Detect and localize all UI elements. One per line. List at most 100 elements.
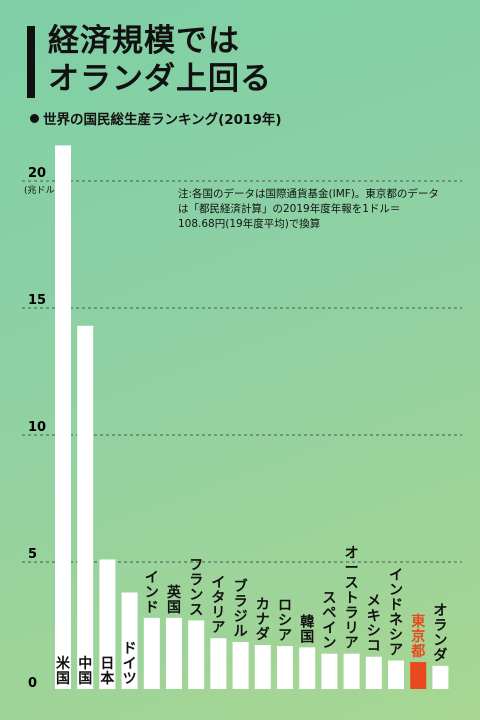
bar-label-13-char-4: ン — [322, 636, 336, 652]
bar-label-1-char-1: 米 — [56, 655, 71, 672]
bar-label-6-char-2: 国 — [167, 600, 181, 616]
bar-label-5-char-2: ン — [145, 585, 159, 601]
title-accent-bar — [27, 26, 35, 98]
bar-label-11-char-2: シ — [278, 613, 292, 629]
bar-label-7-char-1: フ — [189, 557, 203, 573]
bar-12 — [299, 647, 316, 689]
bar-label-14-char-1: オ — [345, 546, 359, 562]
bar-label-7-char-3: ン — [189, 587, 203, 603]
subtitle-text: 世界の国民総生産ランキング(2019年) — [43, 112, 282, 128]
bar-label-14-char-5: ラ — [345, 606, 359, 622]
bar-label-8-char-1: イ — [211, 575, 225, 591]
bar-label-18-char-4: ダ — [433, 647, 447, 664]
bar-4 — [121, 592, 138, 689]
bar-label-9-char-3: ジ — [234, 609, 248, 625]
chart-subtitle: 世界の国民総生産ランキング(2019年) — [30, 108, 282, 128]
bar-label-18-char-2: ラ — [433, 618, 447, 634]
bar-label-16-char-6: ア — [389, 643, 403, 659]
bar-2 — [77, 325, 94, 689]
y-tick-labels: 0 5 10 15 20 — [28, 166, 46, 691]
bar-label-4-char-1: ド — [123, 641, 137, 657]
bar-6 — [166, 617, 182, 689]
bar-label-18-char-1: オ — [433, 603, 447, 619]
bar-label-8-char-2: タ — [211, 590, 225, 606]
bar-17 — [410, 662, 427, 689]
bar-18 — [432, 665, 449, 689]
bar-label-2-char-2: 国 — [78, 671, 92, 687]
chart-title: 経済規模では オランダ上回る — [48, 22, 272, 98]
bar-16 — [388, 660, 404, 689]
bar-label-4-char-3: ツ — [123, 671, 137, 687]
bar-label-5-char-3: ド — [145, 600, 159, 616]
bar-label-13-char-2: ペ — [322, 606, 336, 622]
bar-label-11-char-1: ロ — [278, 598, 292, 614]
bar-8 — [210, 638, 227, 689]
bar-label-12-char-2: 国 — [300, 629, 314, 645]
bars — [55, 145, 449, 689]
bar-label-10-char-1: カ — [256, 597, 270, 613]
bar-label-3-char-2: 本 — [100, 670, 115, 687]
bar-label-16-char-5: シ — [389, 628, 403, 644]
bar-label-9-char-4: ル — [234, 624, 248, 640]
bar-label-15-char-3: シ — [367, 624, 381, 640]
bar-label-13-char-1: ス — [322, 591, 336, 607]
bar-label-10-char-2: ナ — [256, 612, 270, 628]
bar-label-14-char-6: リ — [345, 621, 359, 637]
title-line-2: オランダ上回る — [48, 61, 272, 97]
note-line-3: 108.68円(19年度平均)で換算 — [178, 218, 321, 230]
y-tick-label-5: 5 — [28, 547, 37, 562]
bar-label-16-char-3: ド — [389, 598, 403, 614]
bar-label-5-char-1: イ — [145, 570, 159, 586]
bar-label-14-char-2: ー — [345, 561, 359, 577]
bar-10 — [254, 645, 271, 689]
bar-label-10-char-3: ダ — [256, 626, 270, 643]
bar-11 — [277, 646, 293, 689]
category-labels: 米国中国日本ドイツインド英国フランスイタリアブラジルカナダロシア韓国スペインオー… — [56, 546, 447, 687]
bar-15 — [365, 656, 382, 689]
bar-3 — [99, 559, 116, 689]
bar-label-2-char-1: 中 — [78, 655, 92, 672]
bar-1 — [55, 145, 71, 689]
y-tick-label-0: 0 — [28, 676, 37, 691]
grid-lines — [22, 180, 462, 563]
bar-13 — [321, 653, 338, 689]
bar-label-11-char-3: ア — [278, 628, 292, 644]
bar-label-9-char-1: ブ — [234, 578, 248, 595]
bar-label-14-char-4: ト — [345, 591, 359, 607]
y-tick-label-15: 15 — [28, 293, 46, 308]
bar-label-1-char-2: 国 — [56, 671, 70, 687]
bar-label-16-char-4: ネ — [389, 613, 403, 629]
bullet-icon — [30, 114, 39, 123]
note-line-2: は「都民経済計算」の2019年度年報を1ドル＝ — [178, 203, 401, 215]
bar-label-17-char-2: 京 — [411, 628, 425, 645]
bar-label-7-char-4: ス — [189, 602, 203, 618]
bar-label-17-char-3: 都 — [410, 644, 425, 660]
bar-label-7-char-2: ラ — [189, 572, 203, 588]
y-axis-unit: (兆ドル) — [24, 186, 59, 196]
bar-label-13-char-3: イ — [322, 621, 336, 637]
bar-label-14-char-7: ア — [345, 636, 359, 652]
y-tick-label-10: 10 — [28, 420, 46, 435]
bar-label-16-char-1: イ — [389, 568, 403, 584]
bar-5 — [143, 617, 160, 689]
bar-label-4-char-2: イ — [123, 656, 137, 672]
bar-label-12-char-1: 韓 — [300, 613, 314, 630]
bar-label-16-char-2: ン — [389, 583, 403, 599]
chart-note: 注:各国のデータは国際通貨基金(IMF)。東京都のデータ は「都民経済計算」の2… — [178, 187, 462, 232]
bar-label-14-char-3: ス — [345, 576, 359, 592]
bar-label-6-char-1: 英 — [166, 584, 182, 601]
title-line-1: 経済規模では — [48, 23, 240, 59]
bar-label-15-char-2: キ — [367, 609, 381, 625]
bar-label-9-char-2: ラ — [234, 594, 248, 610]
note-line-1: 注:各国のデータは国際通貨基金(IMF)。東京都のデータ — [178, 188, 439, 200]
bar-label-8-char-4: ア — [211, 620, 225, 636]
bar-7 — [188, 620, 205, 689]
bar-9 — [232, 642, 249, 689]
bar-label-17-char-1: 東 — [411, 613, 425, 630]
bar-label-15-char-1: メ — [367, 594, 381, 610]
bar-label-8-char-3: リ — [211, 605, 225, 621]
bar-label-18-char-3: ン — [433, 633, 447, 649]
y-tick-label-20: 20 — [28, 166, 46, 181]
bar-label-3-char-1: 日 — [100, 656, 114, 672]
